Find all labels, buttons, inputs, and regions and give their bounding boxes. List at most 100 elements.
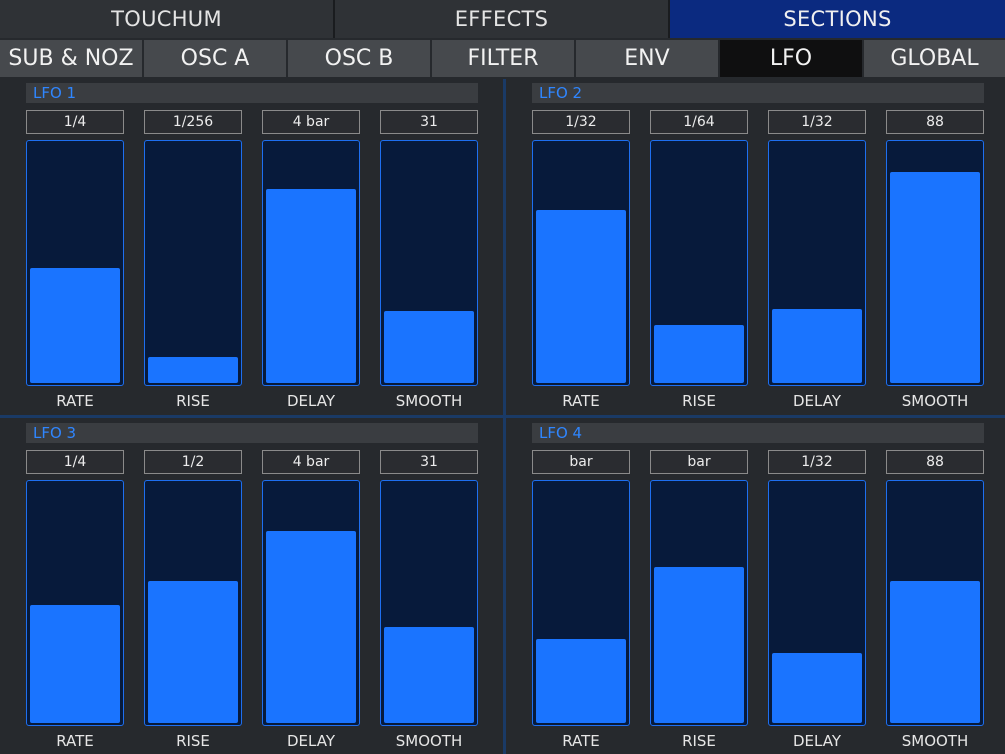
slider-label: DELAY (287, 392, 335, 410)
rate-slider: 1/32 RATE (532, 110, 632, 410)
slider-fill[interactable] (654, 567, 744, 723)
value-readout: bar (532, 450, 630, 474)
delay-slider: 4 bar DELAY (262, 450, 362, 750)
slider-label: SMOOTH (901, 392, 969, 410)
delay-slider: 1/32 DELAY (768, 110, 868, 410)
value-readout: 1/32 (768, 110, 866, 134)
slider-fill[interactable] (536, 639, 626, 723)
slider-label: RISE (176, 392, 210, 410)
panel-title: LFO 4 (532, 423, 984, 443)
slider-track[interactable] (886, 480, 984, 726)
slider-track[interactable] (262, 480, 360, 726)
value-readout: 31 (380, 450, 478, 474)
value-readout: 1/4 (26, 110, 124, 134)
slider-track[interactable] (262, 140, 360, 386)
tab-osc-a[interactable]: OSC A (144, 40, 288, 77)
tab-global[interactable]: GLOBAL (864, 40, 1005, 77)
slider-track[interactable] (532, 480, 630, 726)
slider-fill[interactable] (384, 311, 474, 383)
tab-effects[interactable]: EFFECTS (335, 0, 670, 38)
rise-slider: 1/256 RISE (144, 110, 244, 410)
slider-track[interactable] (380, 480, 478, 726)
tab-lfo[interactable]: LFO (720, 40, 864, 77)
slider-track[interactable] (380, 140, 478, 386)
value-readout: 1/32 (532, 110, 630, 134)
tab-env[interactable]: ENV (576, 40, 720, 77)
slider-fill[interactable] (266, 189, 356, 383)
smooth-slider: 31 SMOOTH (380, 110, 480, 410)
slider-fill[interactable] (30, 268, 120, 383)
lfo-2-panel: LFO 2 1/32 RATE 1/64 RISE 1/32 DELAY 88 … (532, 83, 990, 410)
smooth-slider: 31 SMOOTH (380, 450, 480, 750)
slider-label: SMOOTH (395, 392, 463, 410)
tab-touchum[interactable]: TOUCHUM (0, 0, 335, 38)
slider-label: DELAY (793, 732, 841, 750)
value-readout: 88 (886, 450, 984, 474)
rise-slider: 1/2 RISE (144, 450, 244, 750)
slider-track[interactable] (144, 140, 242, 386)
delay-slider: 4 bar DELAY (262, 110, 362, 410)
slider-track[interactable] (532, 140, 630, 386)
slider-track[interactable] (768, 480, 866, 726)
panel-divider-horizontal (0, 415, 1005, 418)
slider-track[interactable] (26, 140, 124, 386)
smooth-slider: 88 SMOOTH (886, 110, 986, 410)
slider-fill[interactable] (654, 325, 744, 383)
value-readout: 1/256 (144, 110, 242, 134)
slider-track[interactable] (768, 140, 866, 386)
slider-label: RISE (682, 732, 716, 750)
lfo-1-panel: LFO 1 1/4 RATE 1/256 RISE 4 bar DELAY 31… (26, 83, 484, 410)
tab-sub-noz[interactable]: SUB & NOZ (0, 40, 144, 77)
slider-label: DELAY (793, 392, 841, 410)
value-readout: 31 (380, 110, 478, 134)
panel-title: LFO 2 (532, 83, 984, 103)
rate-slider: 1/4 RATE (26, 450, 126, 750)
top-tab-bar: TOUCHUM EFFECTS SECTIONS (0, 0, 1005, 38)
rate-slider: 1/4 RATE (26, 110, 126, 410)
tab-filter[interactable]: FILTER (432, 40, 576, 77)
slider-label: RISE (682, 392, 716, 410)
panel-title: LFO 3 (26, 423, 478, 443)
slider-fill[interactable] (266, 531, 356, 723)
slider-track[interactable] (886, 140, 984, 386)
slider-label: RATE (56, 732, 94, 750)
value-readout: 1/4 (26, 450, 124, 474)
lfo-3-panel: LFO 3 1/4 RATE 1/2 RISE 4 bar DELAY 31 S… (26, 423, 484, 750)
slider-label: RATE (562, 392, 600, 410)
slider-fill[interactable] (148, 357, 238, 383)
slider-fill[interactable] (384, 627, 474, 723)
slider-fill[interactable] (772, 653, 862, 723)
slider-fill[interactable] (148, 581, 238, 723)
slider-track[interactable] (650, 140, 748, 386)
rise-slider: bar RISE (650, 450, 750, 750)
delay-slider: 1/32 DELAY (768, 450, 868, 750)
value-readout: 4 bar (262, 110, 360, 134)
slider-label: RATE (562, 732, 600, 750)
rise-slider: 1/64 RISE (650, 110, 750, 410)
slider-track[interactable] (26, 480, 124, 726)
slider-fill[interactable] (772, 309, 862, 383)
slider-fill[interactable] (30, 605, 120, 723)
panel-title: LFO 1 (26, 83, 478, 103)
slider-fill[interactable] (890, 172, 980, 383)
slider-label: SMOOTH (901, 732, 969, 750)
value-readout: 4 bar (262, 450, 360, 474)
value-readout: 1/2 (144, 450, 242, 474)
slider-label: SMOOTH (395, 732, 463, 750)
value-readout: 1/32 (768, 450, 866, 474)
slider-label: RATE (56, 392, 94, 410)
slider-fill[interactable] (536, 210, 626, 383)
tab-osc-b[interactable]: OSC B (288, 40, 432, 77)
slider-track[interactable] (144, 480, 242, 726)
slider-label: DELAY (287, 732, 335, 750)
slider-track[interactable] (650, 480, 748, 726)
rate-slider: bar RATE (532, 450, 632, 750)
section-tab-bar: SUB & NOZ OSC A OSC B FILTER ENV LFO GLO… (0, 40, 1005, 77)
smooth-slider: 88 SMOOTH (886, 450, 986, 750)
slider-fill[interactable] (890, 581, 980, 723)
slider-label: RISE (176, 732, 210, 750)
value-readout: 1/64 (650, 110, 748, 134)
tab-sections[interactable]: SECTIONS (670, 0, 1005, 38)
lfo-4-panel: LFO 4 bar RATE bar RISE 1/32 DELAY 88 SM… (532, 423, 990, 750)
value-readout: 88 (886, 110, 984, 134)
